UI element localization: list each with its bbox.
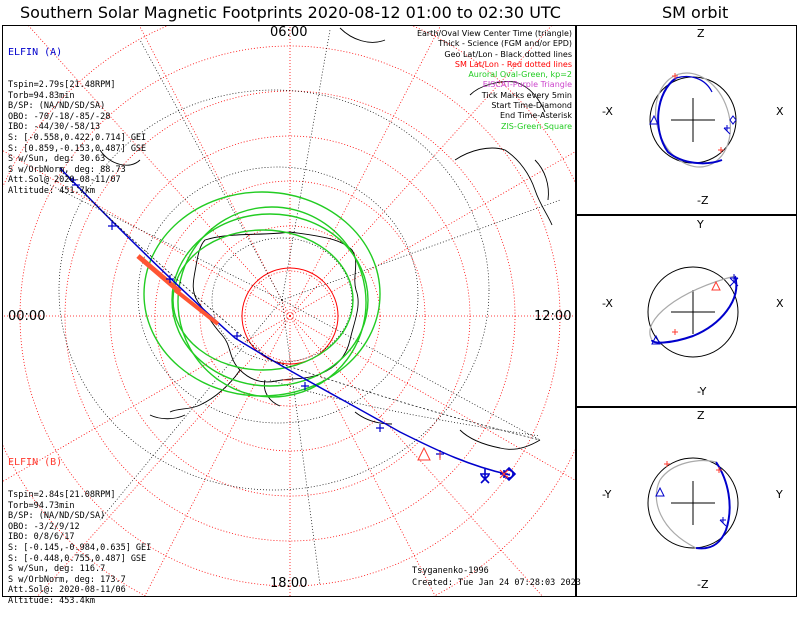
- info-line: S w/OrbNorm, deg: 173.7: [8, 574, 126, 585]
- orbit-panel-xy-frame: [576, 215, 797, 407]
- info-line: B/SP: (NA/ND/SD/SA): [8, 101, 106, 112]
- legend-entry: Tick Marks every 5min: [481, 90, 572, 100]
- created-timestamp: Created: Tue Jan 24 07:28:03 2023: [412, 578, 581, 588]
- end-markers: [480, 466, 517, 484]
- info-line: IBO: -44/30/-58/13: [8, 122, 101, 133]
- elfin-a-info: ELFIN (A) Tspin=2.79s[21.48RPM] Torb=94.8…: [8, 27, 146, 207]
- info-line: S: [0.859,-0.153,0.487] GSE: [8, 143, 147, 154]
- probe-b-markers: [283, 379, 441, 461]
- info-line: S w/OrbNorm, deg: 88.73: [8, 164, 126, 175]
- info-line: Torb=94.73min: [8, 500, 75, 511]
- info-line: Tspin=2.79s[21.48RPM]: [8, 79, 116, 90]
- probe-a-ticks: [70, 177, 444, 458]
- orbit-xz-right-label: X: [776, 105, 784, 118]
- orbit-xy-bottom-label: -Y: [697, 385, 707, 398]
- info-line: Att.Sol@: 2020-08-11/06: [8, 585, 126, 596]
- orbit-xz-left-label: -X: [602, 105, 613, 118]
- orbit-panel-title: SM orbit: [662, 3, 729, 22]
- info-line: Tspin=2.84s[21.08RPM]: [8, 489, 116, 500]
- orbit-xy-top-label: Y: [697, 218, 704, 231]
- mlt-label-bottom: 18:00: [270, 576, 308, 591]
- orbit-xz-top-label: Z: [697, 27, 705, 40]
- auroral-ovals: [143, 191, 381, 398]
- info-line: S: [-0.558,0.422,0.714] GEI: [8, 132, 147, 143]
- legend-entry: Auroral Oval-Green, kp=2: [468, 70, 572, 80]
- info-line: Altitude: 453.4km: [8, 595, 95, 606]
- legend-entry: ZIS-Green Square: [500, 121, 572, 131]
- page-title: Southern Solar Magnetic Footprints 2020-…: [20, 3, 561, 22]
- info-line: Altitude: 451.7km: [8, 185, 95, 196]
- info-line: Att.Sol@ 2020-08-11/07: [8, 175, 121, 186]
- info-line: S w/Sun, deg: 116.7: [8, 564, 106, 575]
- info-line: S: [-0.145,-0.984,0.635] GEI: [8, 542, 152, 553]
- info-line: S: [-0.448,0.755,0.487] GSE: [8, 553, 147, 564]
- orbit-yz-left-label: -Y: [602, 488, 612, 501]
- legend-entry: EISCAT-Purple Triangle: [482, 80, 572, 90]
- elfin-b-name: ELFIN (B): [8, 457, 63, 469]
- orbit-panel-xy: [647, 266, 739, 358]
- legend-entry: Geo Lat/Lon - Black dotted lines: [444, 49, 572, 59]
- sm-inner-circle: [241, 267, 339, 365]
- legend: Earth/Oval View Center Time (triangle) Th…: [417, 29, 572, 132]
- info-line: OBO: -3/2/9/12: [8, 521, 80, 532]
- orbit-xy-left-label: -X: [602, 297, 613, 310]
- mlt-label-right: 12:00: [534, 309, 572, 324]
- legend-entry: Start Time-Diamond: [491, 101, 572, 111]
- info-line: IBO: 0/8/6/17: [8, 532, 75, 543]
- footprint-map-frame: [2, 25, 576, 597]
- footprint-map-svg: [3, 26, 739, 596]
- legend-entry: End Time-Asterisk: [499, 111, 572, 121]
- legend-entry: SM Lat/Lon - Red dotted lines: [454, 59, 572, 69]
- orbit-yz-right-label: Y: [776, 488, 783, 501]
- orbit-panel-xz-frame: [576, 25, 797, 215]
- orbit-yz-top-label: Z: [697, 409, 705, 422]
- orbit-xz-bottom-label: -Z: [697, 194, 709, 207]
- model-credit: Tsyganenko-1996: [412, 566, 489, 576]
- info-line: Torb=94.83min: [8, 90, 75, 101]
- orbit-panel-yz: [647, 457, 739, 550]
- elfin-a-name: ELFIN (A): [8, 47, 63, 59]
- geo-grid: [39, 29, 561, 586]
- orbit-xy-right-label: X: [776, 297, 784, 310]
- probe-a-track: [59, 167, 511, 476]
- info-line: B/SP: (NA/ND/SD/SA): [8, 511, 106, 522]
- orbit-panel-xz: [649, 72, 737, 168]
- info-line: S w/Sun, deg: 30.63: [8, 154, 106, 165]
- legend-entry: Earth/Oval View Center Time (triangle): [416, 29, 572, 38]
- orbit-yz-bottom-label: -Z: [697, 578, 709, 591]
- mlt-label-top: 06:00: [270, 25, 308, 40]
- elfin-b-info: ELFIN (B) Tspin=2.84s[21.08RPM] Torb=94.7…: [8, 437, 151, 617]
- orbit-panel-yz-frame: [576, 407, 797, 597]
- info-line: OBO: -70/-18/-85/-28: [8, 111, 111, 122]
- mlt-label-left: 00:00: [8, 309, 46, 324]
- probe-b-track: [59, 169, 541, 441]
- legend-entry: Thick - Science (FGM and/or EPD): [438, 39, 572, 49]
